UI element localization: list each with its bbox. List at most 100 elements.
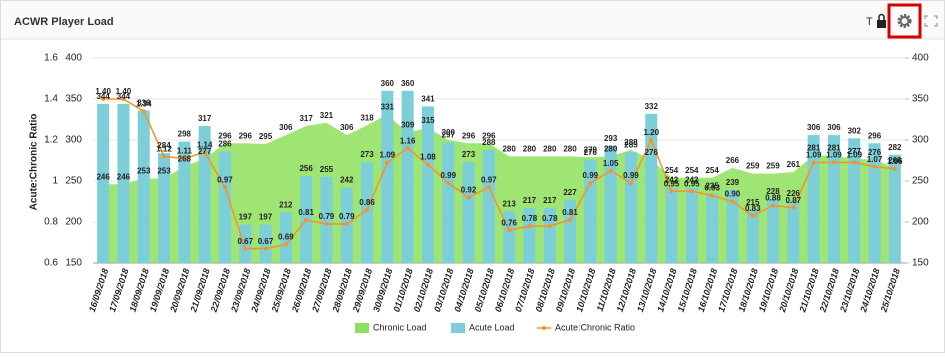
- data-label: 306: [827, 123, 841, 132]
- data-label: 0.90: [725, 190, 741, 199]
- line-marker: [710, 193, 715, 198]
- legend-swatch: [451, 323, 465, 333]
- y-tick-label: 1.2: [44, 135, 58, 146]
- line-marker: [568, 217, 573, 222]
- data-label: 1.40: [116, 87, 132, 96]
- line-marker: [486, 185, 491, 190]
- data-label: 1.07: [867, 155, 883, 164]
- data-label: 0.79: [339, 212, 355, 221]
- data-label: 360: [401, 79, 415, 88]
- line-marker: [547, 224, 552, 229]
- data-label: 0.81: [298, 208, 314, 217]
- data-label: 280: [543, 145, 557, 154]
- line-marker: [324, 222, 329, 227]
- data-label: 259: [766, 162, 780, 171]
- data-label: 276: [868, 148, 882, 157]
- data-label: 315: [421, 116, 435, 125]
- data-label: 295: [259, 132, 273, 141]
- data-label: 344: [117, 92, 131, 101]
- data-label: 277: [198, 147, 212, 156]
- y2-tick-label: 250: [65, 176, 82, 187]
- text-toggle[interactable]: T: [866, 16, 873, 28]
- data-label: 0.81: [562, 208, 578, 217]
- settings-icon[interactable]: [897, 14, 912, 28]
- line: [103, 98, 895, 250]
- bar: [198, 126, 211, 263]
- data-label: 1.09: [826, 151, 842, 160]
- bar: [158, 153, 171, 263]
- line-marker: [852, 160, 857, 165]
- data-label: 281: [807, 144, 821, 153]
- panel-title: ACWR Player Load: [14, 16, 114, 28]
- data-label: 242: [685, 176, 699, 185]
- y2-tick-label: 400: [65, 53, 82, 64]
- line-marker: [222, 185, 227, 190]
- data-label: 1.09: [806, 151, 822, 160]
- line-marker: [811, 160, 816, 165]
- data-label: 0.67: [237, 237, 253, 246]
- data-label: 1.08: [420, 153, 436, 162]
- y-axis-title: Acute:Chronic Ratio: [29, 114, 40, 211]
- data-label: 1.12: [156, 145, 172, 154]
- data-label: 317: [299, 114, 313, 123]
- data-label: 336: [137, 99, 151, 108]
- line-marker: [141, 109, 146, 114]
- data-label: 1.09: [846, 151, 862, 160]
- data-label: 285: [624, 140, 638, 149]
- data-label: 242: [665, 176, 679, 185]
- bar: [482, 149, 495, 263]
- data-label: 288: [482, 138, 496, 147]
- line-marker: [425, 162, 430, 167]
- bar: [259, 224, 272, 263]
- bar: [827, 135, 840, 263]
- bar: [706, 193, 719, 263]
- bar: [726, 190, 739, 263]
- data-label: 1.06: [887, 157, 903, 166]
- data-label: 0.93: [704, 183, 720, 192]
- data-label: 293: [604, 134, 618, 143]
- data-label: 227: [563, 188, 577, 197]
- data-label: 306: [279, 123, 293, 132]
- bar: [239, 224, 252, 263]
- data-label: 273: [360, 150, 374, 159]
- bar: [442, 142, 455, 263]
- legend-swatch: [355, 323, 369, 333]
- data-label: 332: [645, 102, 659, 111]
- data-label: 228: [766, 187, 780, 196]
- legend: Chronic Load Acute Load Acute:Chronic Rati…: [355, 322, 635, 333]
- bar: [320, 176, 333, 263]
- bar: [117, 103, 130, 263]
- expand-icon[interactable]: [924, 15, 938, 27]
- lock-icon[interactable]: [877, 13, 886, 29]
- data-label: 246: [96, 172, 110, 181]
- data-label: 0.97: [481, 175, 497, 184]
- data-label: 239: [726, 178, 740, 187]
- bar: [685, 187, 698, 263]
- y2-tick-label-right: 250: [912, 176, 929, 187]
- y2-tick-label-right: 400: [912, 53, 929, 64]
- bar: [279, 212, 292, 263]
- data-label: 256: [299, 164, 313, 173]
- bar: [401, 90, 414, 263]
- data-label: 296: [462, 131, 476, 140]
- data-label: 266: [726, 156, 740, 165]
- data-label: 317: [198, 114, 212, 123]
- data-label: 277: [848, 147, 862, 156]
- data-label: 0.99: [623, 171, 639, 180]
- data-label: 284: [157, 141, 171, 150]
- line-marker: [892, 166, 897, 171]
- data-label: 0.87: [786, 196, 802, 205]
- highlight-box: [887, 3, 922, 39]
- bar: [543, 208, 556, 263]
- data-label: 255: [320, 165, 334, 174]
- data-label: 306: [340, 123, 354, 132]
- line-marker: [121, 97, 126, 101]
- data-label: 296: [239, 131, 253, 140]
- bar: [848, 138, 861, 263]
- data-label: 1.09: [380, 151, 396, 160]
- line-marker: [791, 205, 796, 210]
- data-label: 298: [178, 130, 192, 139]
- line-marker: [344, 222, 349, 227]
- line-marker: [162, 154, 167, 159]
